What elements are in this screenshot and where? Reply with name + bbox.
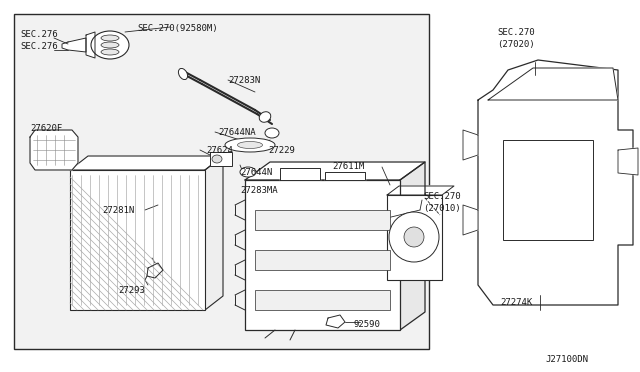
Ellipse shape — [101, 49, 119, 55]
Ellipse shape — [212, 155, 222, 163]
Text: (27020): (27020) — [497, 40, 534, 49]
Ellipse shape — [265, 128, 279, 138]
Text: 27229: 27229 — [268, 146, 295, 155]
Text: 27644NA: 27644NA — [218, 128, 255, 137]
Polygon shape — [147, 263, 163, 278]
Text: 27611M: 27611M — [332, 162, 364, 171]
Ellipse shape — [179, 68, 188, 80]
Polygon shape — [618, 148, 638, 175]
Polygon shape — [86, 32, 95, 58]
Text: 27293: 27293 — [118, 286, 145, 295]
Text: SEC.276: SEC.276 — [20, 42, 58, 51]
Polygon shape — [245, 162, 425, 180]
Polygon shape — [387, 186, 454, 195]
Text: 27274K: 27274K — [500, 298, 532, 307]
Polygon shape — [62, 38, 86, 52]
Text: 27620F: 27620F — [30, 124, 62, 133]
Bar — [70, 170, 205, 310]
Ellipse shape — [91, 31, 129, 59]
Polygon shape — [205, 156, 223, 310]
Text: 27644N: 27644N — [240, 168, 272, 177]
Text: 92590: 92590 — [354, 320, 381, 329]
Ellipse shape — [240, 167, 256, 177]
Bar — [255, 250, 390, 270]
Ellipse shape — [225, 138, 275, 152]
Bar — [255, 210, 390, 230]
Text: J27100DN: J27100DN — [545, 355, 588, 364]
Text: (27010): (27010) — [423, 204, 461, 213]
Bar — [255, 290, 390, 310]
Text: SEC.270(92580M): SEC.270(92580M) — [137, 24, 218, 33]
Bar — [245, 180, 400, 330]
Polygon shape — [326, 315, 345, 328]
Ellipse shape — [101, 35, 119, 41]
Bar — [14, 14, 429, 349]
Text: 27283N: 27283N — [228, 76, 260, 85]
Polygon shape — [30, 130, 78, 170]
Ellipse shape — [237, 141, 262, 148]
Circle shape — [389, 212, 439, 262]
Polygon shape — [400, 162, 425, 330]
Polygon shape — [463, 205, 478, 235]
Text: SEC.276: SEC.276 — [20, 30, 58, 39]
Polygon shape — [325, 172, 365, 180]
Text: 27281N: 27281N — [102, 206, 134, 215]
Ellipse shape — [101, 42, 119, 48]
Bar — [503, 140, 593, 240]
Polygon shape — [488, 68, 618, 100]
Polygon shape — [478, 60, 633, 305]
Text: 27624: 27624 — [206, 146, 233, 155]
Polygon shape — [463, 130, 478, 160]
Text: SEC.270: SEC.270 — [497, 28, 534, 37]
Bar — [387, 195, 442, 280]
Circle shape — [404, 227, 424, 247]
Polygon shape — [280, 168, 320, 180]
Text: 27283MA: 27283MA — [240, 186, 278, 195]
Bar — [210, 152, 232, 166]
Text: SEC.270: SEC.270 — [423, 192, 461, 201]
Polygon shape — [70, 156, 223, 170]
Ellipse shape — [259, 112, 271, 122]
